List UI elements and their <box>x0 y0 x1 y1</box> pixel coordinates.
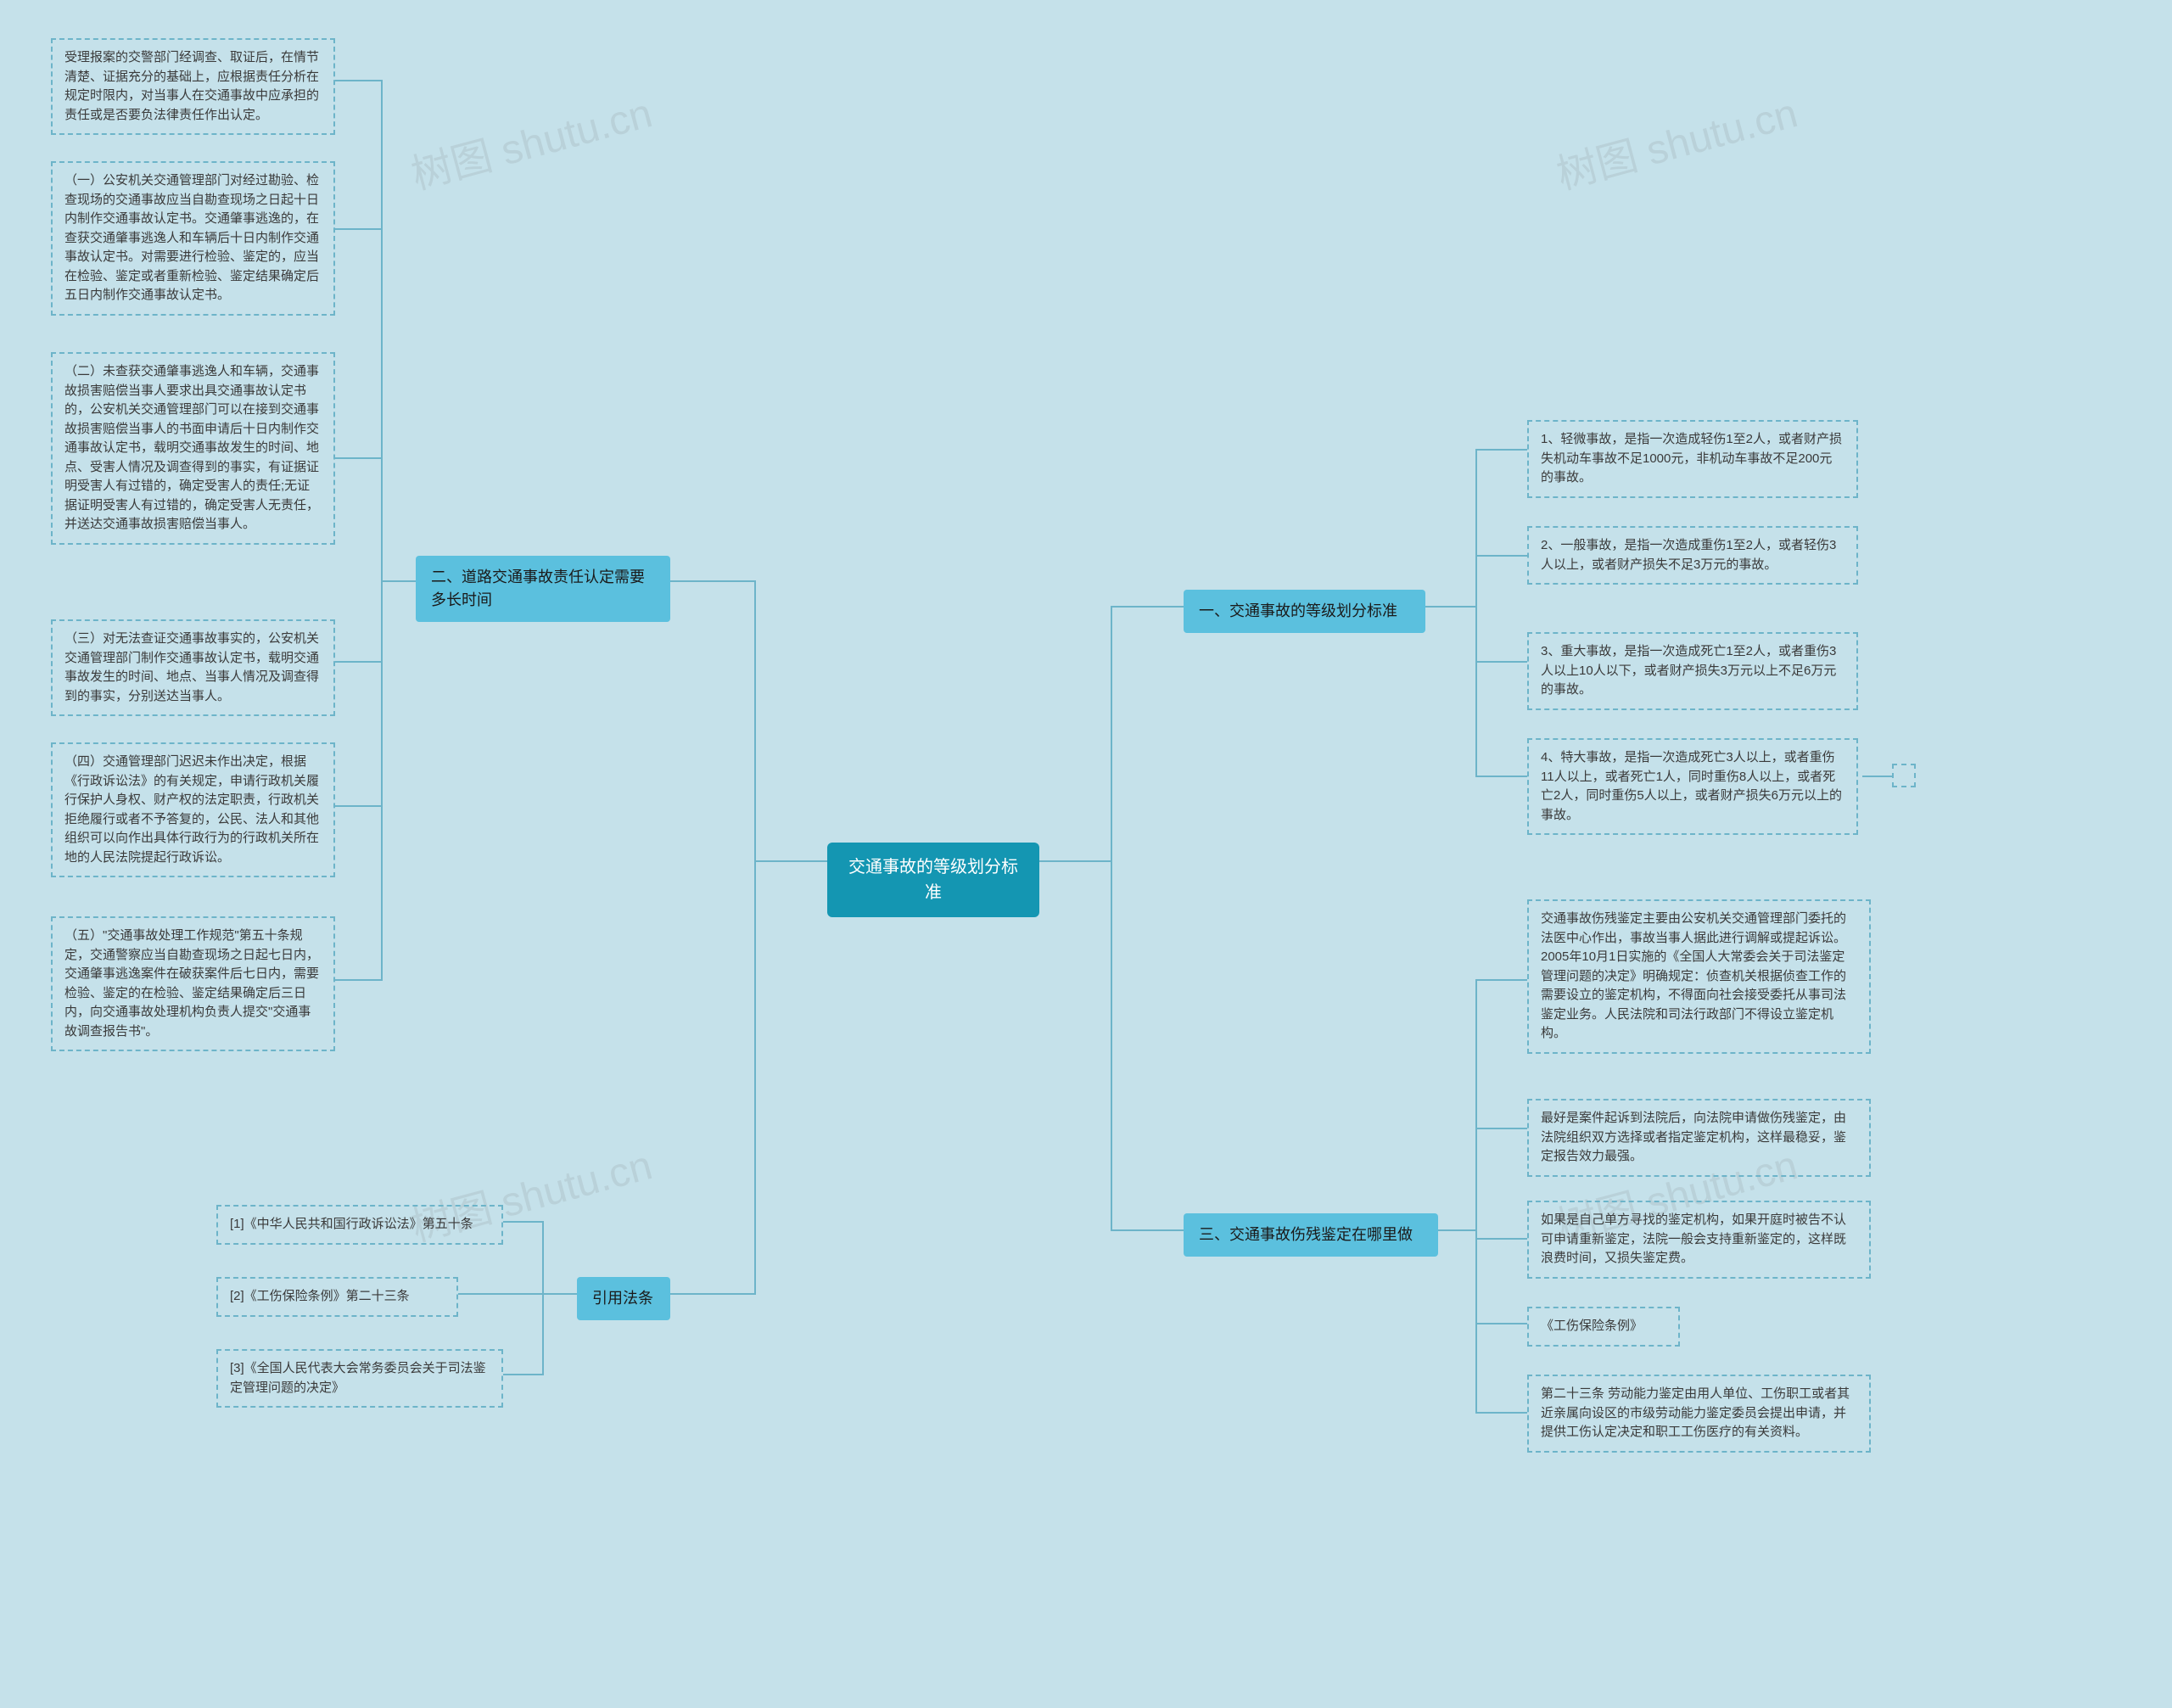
leaf-appraisal-court: 最好是案件起诉到法院后，向法院申请做伤残鉴定，由法院组织双方选择或者指定鉴定机构… <box>1527 1099 1871 1177</box>
leaf-serious-accident: 3、重大事故，是指一次造成死亡1至2人，或者重伤3人以上10人以下，或者财产损失… <box>1527 632 1858 710</box>
branch-citations: 引用法条 <box>577 1277 670 1320</box>
tiny-box <box>1892 764 1916 787</box>
leaf-insurance-reg: 《工伤保险条例》 <box>1527 1307 1680 1347</box>
leaf-appraisal-authority: 交通事故伤残鉴定主要由公安机关交通管理部门委托的法医中心作出，事故当事人据此进行… <box>1527 899 1871 1054</box>
leaf-item5: （五）"交通事故处理工作规范"第五十条规定，交通警察应当自勘查现场之日起七日内，… <box>51 916 335 1051</box>
watermark: 树图 shutu.cn <box>1549 80 1803 201</box>
branch-disability-appraisal: 三、交通事故伤残鉴定在哪里做 <box>1184 1213 1438 1257</box>
leaf-item2: （二）未查获交通肇事逃逸人和车辆，交通事故损害赔偿当事人要求出具交通事故认定书的… <box>51 352 335 545</box>
leaf-article-23: 第二十三条 劳动能力鉴定由用人单位、工伤职工或者其近亲属向设区的市级劳动能力鉴定… <box>1527 1375 1871 1453</box>
leaf-appraisal-unilateral: 如果是自己单方寻找的鉴定机构，如果开庭时被告不认可申请重新鉴定，法院一般会支持重… <box>1527 1201 1871 1279</box>
leaf-citation3: [3]《全国人民代表大会常务委员会关于司法鉴定管理问题的决定》 <box>216 1349 503 1408</box>
leaf-investigation: 受理报案的交警部门经调查、取证后，在情节清楚、证据充分的基础上，应根据责任分析在… <box>51 38 335 135</box>
leaf-citation1: [1]《中华人民共和国行政诉讼法》第五十条 <box>216 1205 503 1245</box>
center-node: 交通事故的等级划分标准 <box>827 843 1039 917</box>
leaf-major-accident: 4、特大事故，是指一次造成死亡3人以上，或者重伤11人以上，或者死亡1人，同时重… <box>1527 738 1858 835</box>
branch-grading-standard: 一、交通事故的等级划分标准 <box>1184 590 1425 633</box>
branch-liability-time: 二、道路交通事故责任认定需要多长时间 <box>416 556 670 622</box>
leaf-citation2: [2]《工伤保险条例》第二十三条 <box>216 1277 458 1317</box>
leaf-item4: （四）交通管理部门迟迟未作出决定，根据《行政诉讼法》的有关规定，申请行政机关履行… <box>51 742 335 877</box>
leaf-general-accident: 2、一般事故，是指一次造成重伤1至2人，或者轻伤3人以上，或者财产损失不足3万元… <box>1527 526 1858 585</box>
leaf-item1: （一）公安机关交通管理部门对经过勘验、检查现场的交通事故应当自勘查现场之日起十日… <box>51 161 335 316</box>
leaf-minor-accident: 1、轻微事故，是指一次造成轻伤1至2人，或者财产损失机动车事故不足1000元，非… <box>1527 420 1858 498</box>
leaf-item3: （三）对无法查证交通事故事实的，公安机关交通管理部门制作交通事故认定书，载明交通… <box>51 619 335 716</box>
watermark: 树图 shutu.cn <box>404 80 658 201</box>
